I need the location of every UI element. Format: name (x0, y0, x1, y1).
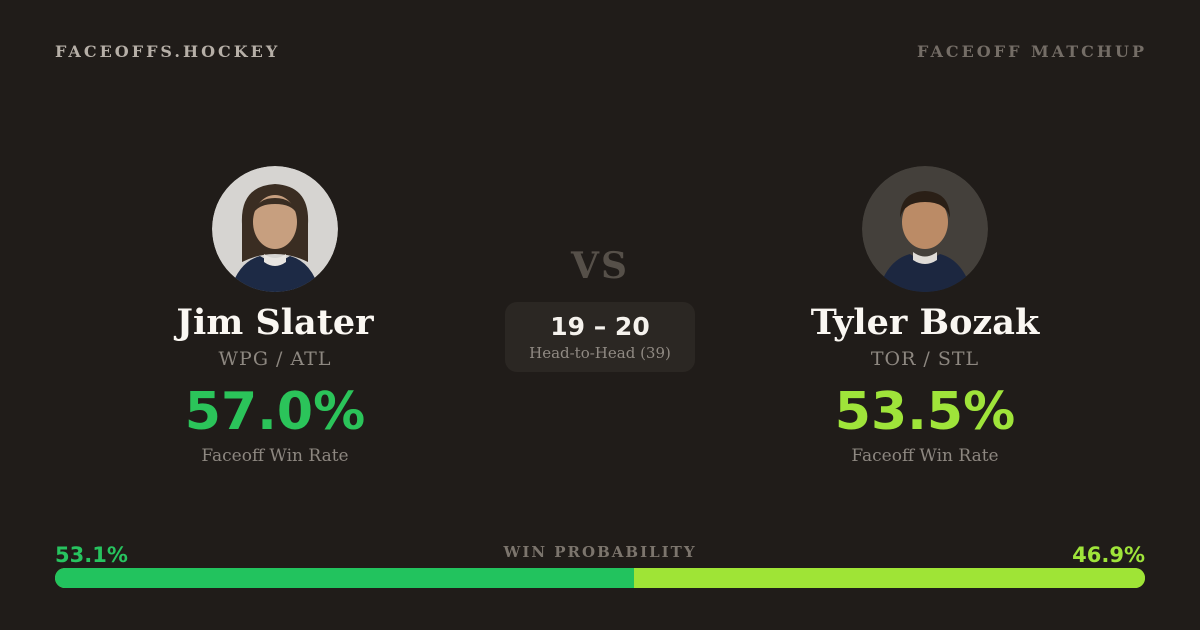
brand-logo-text: FACEOFFS.HOCKEY (55, 42, 281, 61)
win-probability-left-pct: 53.1% (55, 543, 128, 567)
win-probability-bar (55, 568, 1145, 588)
player-teams-left: WPG / ATL (218, 347, 332, 370)
head-to-head-label: Head-to-Head (39) (529, 343, 671, 362)
win-probability-bar-right-segment (633, 568, 1145, 588)
faceoff-win-rate-label-right: Faceoff Win Rate (851, 445, 999, 466)
faceoff-win-rate-left: 57.0% (184, 381, 366, 442)
player-photo-right (862, 166, 988, 292)
win-probability-right-pct: 46.9% (1072, 543, 1145, 567)
player-teams-right: TOR / STL (870, 347, 980, 370)
faceoff-win-rate-right: 53.5% (834, 381, 1016, 442)
matchup-center-block: VS 19 – 20 Head-to-Head (39) (500, 248, 700, 372)
player-panel-left: Jim Slater WPG / ATL 57.0% Faceoff Win R… (55, 166, 495, 466)
faceoff-win-rate-label-left: Faceoff Win Rate (201, 445, 349, 466)
vs-label: VS (571, 245, 629, 287)
matchup-type-label: FACEOFF MATCHUP (917, 42, 1147, 61)
player-headshot-icon (862, 166, 988, 292)
win-probability-title: WIN PROBABILITY (503, 543, 697, 561)
header: FACEOFFS.HOCKEY FACEOFF MATCHUP (55, 42, 1147, 61)
player-headshot-icon (212, 166, 338, 292)
head-to-head-box: 19 – 20 Head-to-Head (39) (505, 302, 695, 372)
head-to-head-score: 19 – 20 (550, 312, 650, 341)
win-probability-labels: 53.1% WIN PROBABILITY 46.9% (55, 543, 1145, 567)
player-photo-left (212, 166, 338, 292)
player-name-left: Jim Slater (176, 302, 374, 343)
win-probability-bar-left-segment (55, 568, 634, 588)
player-name-right: Tyler Bozak (810, 302, 1040, 343)
player-panel-right: Tyler Bozak TOR / STL 53.5% Faceoff Win … (705, 166, 1145, 466)
